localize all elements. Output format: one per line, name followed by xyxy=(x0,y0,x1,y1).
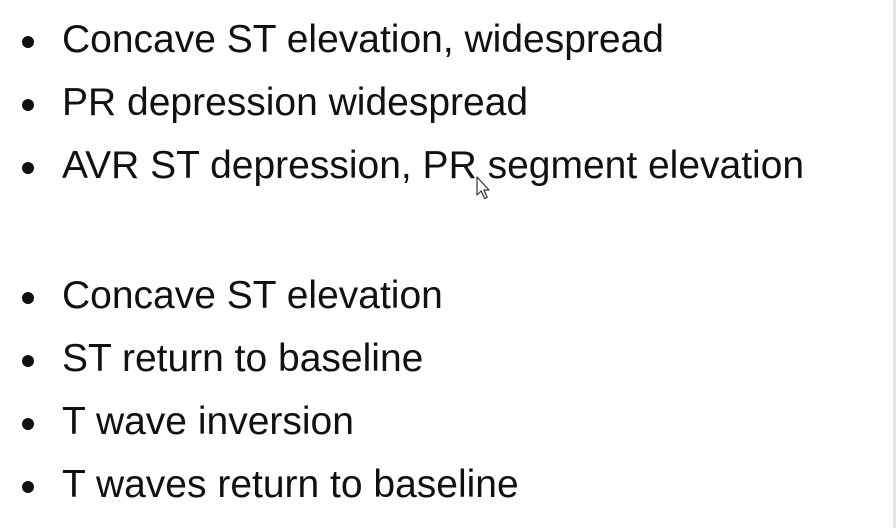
mouse-pointer-icon xyxy=(476,176,490,200)
bullet-text: T wave inversion xyxy=(62,400,354,443)
bullet-dot-icon xyxy=(22,162,34,174)
bullet-text: AVR ST depression, PR segment elevation xyxy=(62,144,805,187)
bullet-dot-icon xyxy=(22,99,34,111)
bullet-text: Concave ST elevation, widespread xyxy=(62,18,664,61)
bullet-text: PR depression widespread xyxy=(62,81,529,124)
bullet-dot-icon xyxy=(22,36,34,48)
slide-edge xyxy=(893,0,896,528)
bullet-dot-icon xyxy=(22,481,34,493)
bullet-text: Concave ST elevation xyxy=(62,274,443,317)
bullet-text: ST return to baseline xyxy=(62,337,424,380)
bullet-dot-icon xyxy=(22,355,34,367)
bullet-text: T waves return to baseline xyxy=(62,463,519,506)
bullet-dot-icon xyxy=(22,292,34,304)
bullet-dot-icon xyxy=(22,418,34,430)
